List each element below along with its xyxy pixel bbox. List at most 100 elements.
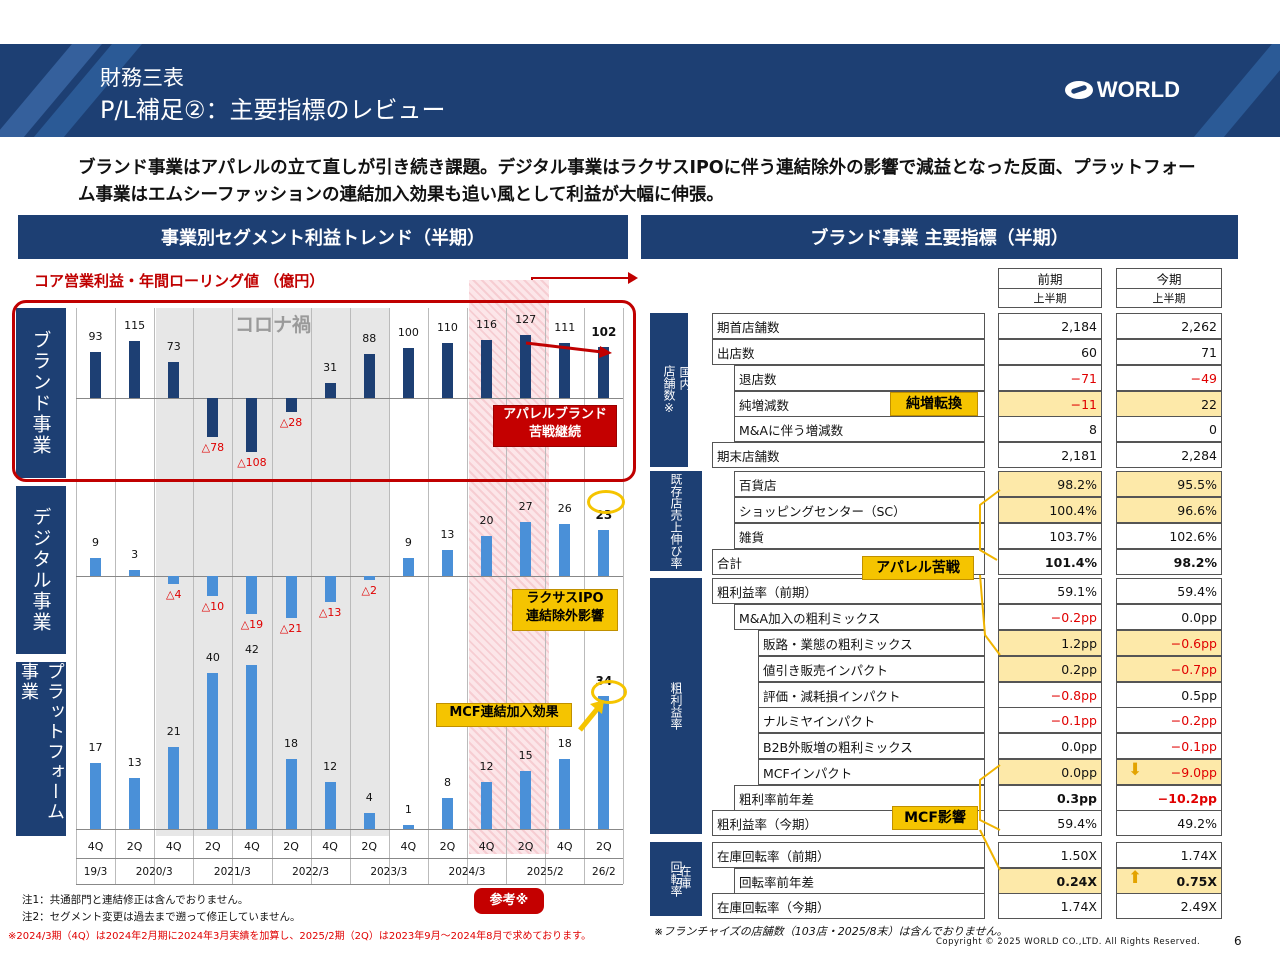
platform-value-label: 18 [557,736,572,750]
row-prev-value: 0.2pp [998,656,1102,682]
row-label: 合計 [712,549,985,575]
callout-brand: アパレルブランド 苦戦継続 [493,405,617,447]
row-prev-value: −0.1pp [998,707,1102,733]
group-gross: 粗利益率 [650,578,702,834]
row-label: 値引き販売インパクト [758,656,985,682]
row-cur-value: 2,284 [1116,442,1222,468]
digital-bar [559,524,571,576]
digital-bar [207,576,219,596]
row-cur-value: 96.6% [1116,497,1222,523]
grid-line [427,308,429,884]
world-logo: WORLD [1064,77,1180,103]
digital-value-label: 9 [92,536,100,549]
row-prev-value: 2,181 [998,442,1102,468]
row-cur-value: 59.4% [1116,578,1222,604]
row-cur-value: 0 [1116,416,1222,442]
brand-value-label: 115 [124,318,146,332]
left-section-bar: 事業別セグメント利益トレンド（半期） [18,215,628,259]
callout-apparel: アパレル苦戦 [862,556,974,580]
brand-bar [598,347,610,398]
grid-line [506,308,508,884]
row-cur-value: 22 [1116,391,1222,417]
platform-value-label: 4 [365,791,373,805]
row-label: MCFインパクト [758,759,985,785]
digital-bar [90,558,102,576]
copyright: Copyright © 2025 WORLD CO.,LTD. All Righ… [936,937,1201,947]
col-prev-half: 上半期 [998,288,1102,308]
brand-bar [168,361,180,398]
row-cur-value: −9.0pp [1116,759,1222,785]
quarter-label: 4Q [400,840,417,853]
quarter-label: 2Q [517,840,534,853]
brand-value-label: 100 [397,326,419,339]
page-number: 6 [1234,934,1242,948]
grid-line [154,308,156,884]
row-cur-value: 71 [1116,339,1222,365]
right-footnote: ※フランチャイズの店舗数（103店・2025/8末）は含んでおりません。 [654,925,1008,938]
digital-value-label: 3 [131,548,139,561]
connector-lines [979,489,1001,871]
col-cur: 今期 [1116,268,1222,288]
digital-value-label: 26 [557,502,572,515]
axis-line [76,884,624,885]
brand-value-label: 93 [88,329,103,343]
callout-digital: ラクサスIPO 連結除外影響 [512,589,618,631]
brand-value-label: 102 [591,325,617,339]
platform-bar [481,782,493,829]
quarter-label: 2Q [596,840,612,853]
row-label: 百貨店 [734,471,985,497]
year-label: 2025/2 [526,866,564,878]
headline: ブランド事業はアパレルの立て直しが引き続き課題。デジタル事業はラクサスIPOに伴… [78,158,1196,205]
brand-bar [129,340,141,398]
digital-value-label: 20 [479,514,494,527]
row-label: ナルミヤインパクト [758,707,985,733]
brand-trend-arrow [525,341,612,358]
digital-bar [246,576,258,614]
row-prev-value: 0.3pp [998,785,1102,811]
reference-badge: 参考※ [474,888,544,914]
note-1: 注1：共通部門と連結修正は含んでおりません。 [22,894,249,906]
quarter-label: 2Q [361,840,378,853]
world-logo-icon [1064,81,1093,99]
group-existing: 既存店売上伸び率 [650,471,702,571]
year-label: 2024/3 [448,866,486,878]
segment-digital: デジタル事業 [16,486,66,654]
digital-bar [285,576,297,618]
row-prev-value: 100.4% [998,497,1102,523]
segment-platform: プラットフォーム事業 [16,662,66,836]
digital-bar [129,570,141,576]
row-cur-value: 2.49X [1116,893,1222,919]
axis-line [76,858,624,859]
platform-value-label: 12 [479,760,494,774]
header-banner: 財務三表 P/L補足②：主要指標のレビュー WORLD [0,44,1280,137]
row-label: 期末店舗数 [712,442,985,468]
quarter-label: 4Q [556,840,573,853]
platform-trend-arrow [578,700,604,732]
brand-bar [402,348,414,398]
platform-bar [129,778,141,829]
platform-value-label: 8 [443,775,451,789]
platform-bar [324,782,336,829]
zero-line [76,829,624,830]
platform-bar [520,770,532,829]
digital-value-label: △10 [201,600,225,613]
platform-value-label: 42 [244,643,259,657]
row-label: 退店数 [734,365,985,391]
digital-bar [441,550,453,576]
quarter-label: 2Q [205,840,221,853]
year-label: 2020/3 [135,866,173,878]
group-stores: 店舗数※ [650,313,688,467]
quarter-label: 4Q [87,840,104,853]
note-3: ※2024/3期（4Q）は2024年2月期に2024年3月実績を加算し、2025… [8,931,592,942]
note-2: 注2：セグメント変更は過去まで遡って修正していません。 [22,911,301,923]
row-prev-value: −0.2pp [998,604,1102,630]
grid-line [467,308,468,884]
callout-mcf: MCF影響 [892,806,978,830]
row-cur-value: 98.2% [1116,549,1222,575]
grid-line [349,308,351,884]
brand-bar [324,382,336,398]
grid-line [115,308,117,884]
platform-bar [598,696,610,829]
quarter-label: 4Q [322,840,338,853]
quarter-label: 2Q [283,840,299,853]
